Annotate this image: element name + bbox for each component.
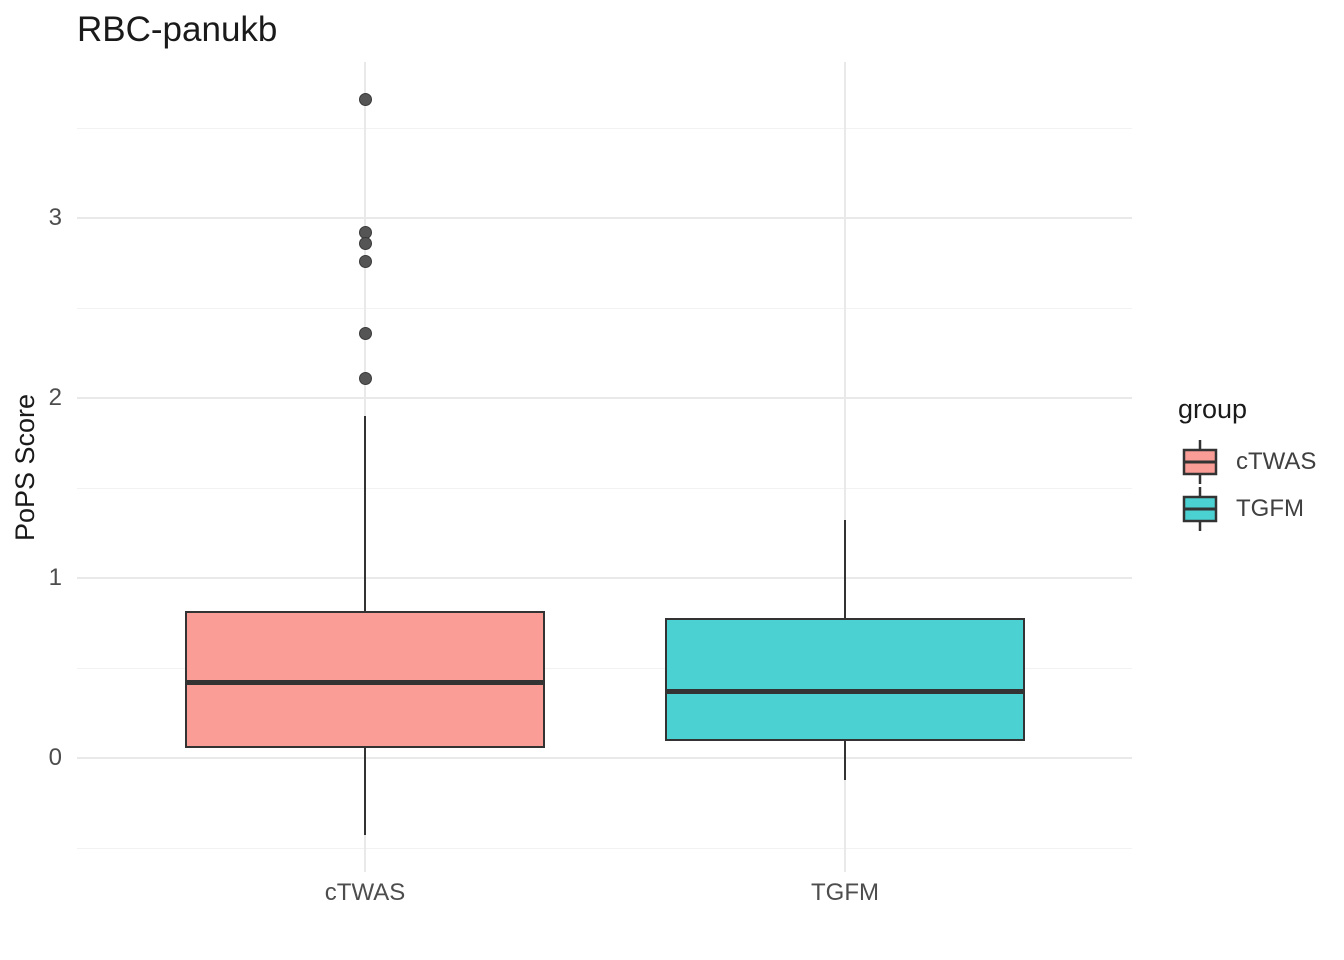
gridline-minor [77, 667, 1132, 669]
y-axis-title: PoPS Score [10, 393, 41, 541]
gridline-minor [77, 847, 1132, 849]
gridline-major [77, 757, 1132, 759]
box-ctwas [185, 610, 545, 749]
legend-entry: cTWAS [1178, 438, 1316, 485]
y-tick-label: 0 [48, 744, 62, 771]
gridline-major [77, 397, 1132, 399]
gridline-minor [77, 487, 1132, 489]
legend: group cTWAS TGFM [1178, 394, 1316, 532]
legend-key-boxplot-icon [1182, 439, 1218, 484]
legend-entry: TGFM [1178, 485, 1316, 532]
legend-entries: cTWAS TGFM [1178, 438, 1316, 532]
outlier-point [358, 326, 372, 340]
outlier-point [358, 92, 372, 106]
box-tgfm [665, 618, 1025, 742]
median-line [665, 689, 1025, 694]
y-tick-label: 1 [48, 564, 62, 591]
gridline-major [77, 217, 1132, 219]
gridline-minor [77, 127, 1132, 129]
outlier-point [358, 236, 372, 250]
x-tick-label: TGFM [811, 879, 879, 906]
outlier-point [358, 254, 372, 268]
plot-panel [77, 62, 1132, 872]
outlier-point [358, 371, 372, 385]
gridline-vertical [844, 62, 846, 872]
legend-key-boxplot-icon [1182, 486, 1218, 531]
y-tick-label: 3 [48, 204, 62, 231]
gridline-minor [77, 307, 1132, 309]
gridline-major [77, 577, 1132, 579]
median-line [185, 680, 545, 685]
x-tick-label: cTWAS [324, 879, 406, 906]
legend-entry-label: TGFM [1236, 494, 1304, 522]
y-tick-label: 2 [48, 384, 62, 411]
chart-title: RBC-panukb [77, 10, 278, 49]
legend-entry-label: cTWAS [1236, 447, 1317, 475]
legend-title: group [1178, 394, 1248, 424]
